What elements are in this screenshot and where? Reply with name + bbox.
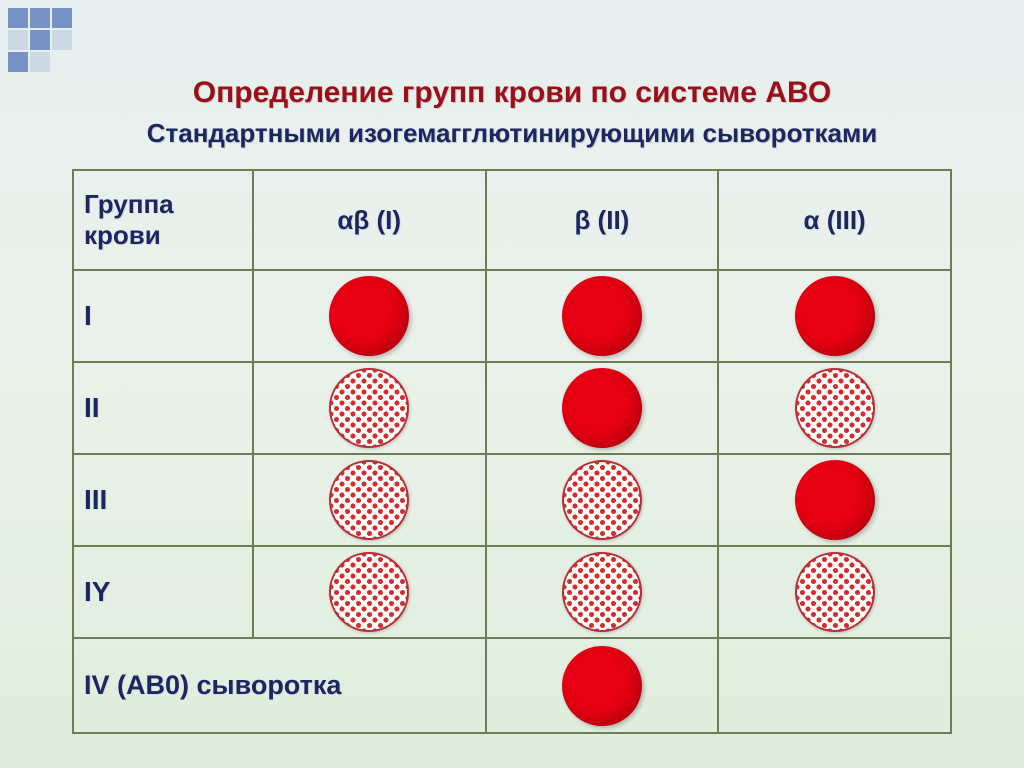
row-label-0: I <box>73 270 253 362</box>
table-row: II <box>73 362 951 454</box>
sample-circle <box>562 368 642 448</box>
row-label-1: II <box>73 362 253 454</box>
sample-circle <box>329 368 409 448</box>
sample-circle <box>329 276 409 356</box>
cell-2-2 <box>718 454 951 546</box>
table-row: III <box>73 454 951 546</box>
row-label-2: III <box>73 454 253 546</box>
sample-circle <box>562 276 642 356</box>
page-subtitle: Стандартными изогемагглютинирующими сыво… <box>0 118 1024 149</box>
cell-0-1 <box>486 270 719 362</box>
cell-1-2 <box>718 362 951 454</box>
row-label-3: IY <box>73 546 253 638</box>
footer-cell-1 <box>718 638 951 733</box>
cell-3-1 <box>486 546 719 638</box>
sample-circle <box>329 460 409 540</box>
sample-circle <box>562 646 642 726</box>
cell-3-0 <box>253 546 486 638</box>
page-title: Определение групп крови по системе АВО <box>0 0 1024 110</box>
header-col-1: β (II) <box>486 170 719 270</box>
cell-0-0 <box>253 270 486 362</box>
sample-circle <box>562 460 642 540</box>
sample-circle <box>795 276 875 356</box>
cell-2-1 <box>486 454 719 546</box>
cell-1-0 <box>253 362 486 454</box>
footer-cell-0 <box>486 638 719 733</box>
cell-3-2 <box>718 546 951 638</box>
sample-circle <box>329 552 409 632</box>
cell-0-2 <box>718 270 951 362</box>
footer-row: IV (AB0) сыворотка <box>73 638 951 733</box>
table-row: I <box>73 270 951 362</box>
sample-circle <box>562 552 642 632</box>
table-row: IY <box>73 546 951 638</box>
sample-circle <box>795 368 875 448</box>
sample-circle <box>795 460 875 540</box>
sample-circle <box>795 552 875 632</box>
cell-1-1 <box>486 362 719 454</box>
header-col-0: αβ (I) <box>253 170 486 270</box>
blood-type-table: Группа крови αβ (I) β (II) α (III) I II … <box>72 169 952 734</box>
footer-label: IV (AB0) сыворотка <box>73 638 486 733</box>
header-row: Группа крови αβ (I) β (II) α (III) <box>73 170 951 270</box>
header-col-2: α (III) <box>718 170 951 270</box>
header-rowlabel: Группа крови <box>73 170 253 270</box>
cell-2-0 <box>253 454 486 546</box>
